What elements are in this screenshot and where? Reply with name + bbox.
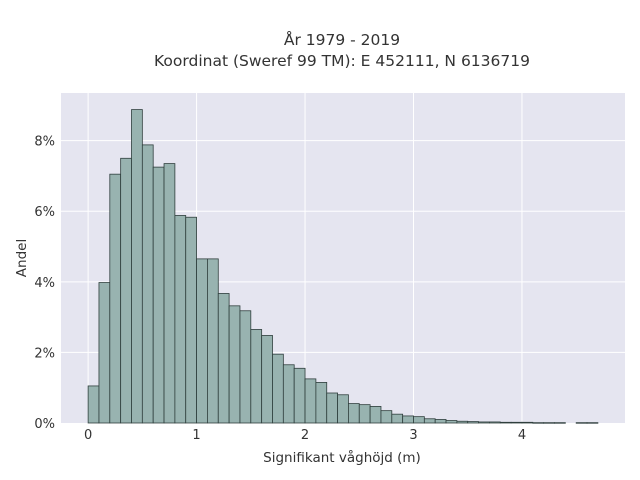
- histogram-bar: [141, 144, 154, 424]
- chart-title-line1: År 1979 - 2019: [284, 30, 400, 49]
- histogram-bar: [282, 364, 295, 424]
- histogram-bar: [272, 353, 284, 424]
- histogram-bar: [413, 416, 425, 424]
- histogram-bar: [217, 293, 230, 424]
- y-tick-label: 8%: [34, 135, 55, 150]
- y-tick-label: 6%: [34, 205, 55, 220]
- x-tick-label: 0: [84, 428, 92, 443]
- x-axis-title: Signifikant våghöjd (m): [263, 449, 421, 466]
- histogram-bar: [445, 420, 458, 424]
- histogram-bar: [120, 157, 132, 424]
- x-axis-ticks: 0 1 2 3 4: [84, 428, 526, 443]
- y-tick-label: 0%: [34, 417, 55, 432]
- histogram-bar: [196, 258, 208, 424]
- histogram-bar: [152, 166, 165, 424]
- histogram-bar: [228, 305, 241, 424]
- x-tick-label: 2: [301, 428, 309, 443]
- histogram-bar: [391, 413, 404, 424]
- histogram-bar: [337, 394, 349, 424]
- histogram-bar: [207, 258, 219, 424]
- histogram-bar: [326, 392, 338, 424]
- histogram-bar: [554, 422, 566, 424]
- histogram-bar: [109, 173, 122, 424]
- histogram-bar: [239, 310, 252, 424]
- histogram-bar: [456, 420, 469, 424]
- histogram-bar: [261, 335, 273, 424]
- histogram-bar: [315, 382, 328, 424]
- histogram-bar: [499, 421, 512, 424]
- histogram-bar: [489, 421, 501, 424]
- histogram-bar: [543, 422, 555, 424]
- histogram-bar: [510, 421, 523, 424]
- y-axis-title: Andel: [14, 239, 30, 277]
- histogram-bar: [478, 421, 490, 424]
- histogram-bar: [575, 422, 588, 424]
- histogram-bar: [380, 410, 393, 424]
- histogram-bar: [98, 282, 111, 424]
- y-tick-label: 2%: [34, 346, 55, 361]
- histogram-bar: [174, 215, 187, 424]
- x-tick-label: 3: [409, 428, 417, 443]
- histogram-bar: [586, 422, 599, 424]
- histogram-bar: [348, 403, 360, 424]
- histogram-bar: [402, 415, 414, 424]
- histogram-bar: [131, 109, 143, 424]
- histogram-bar: [250, 329, 263, 424]
- x-tick-label: 1: [192, 428, 200, 443]
- histogram-bar: [293, 367, 306, 424]
- histogram-bar: [163, 163, 176, 424]
- y-tick-label: 4%: [34, 276, 55, 291]
- histogram-bar: [87, 385, 100, 424]
- histogram-bar: [532, 422, 545, 424]
- histogram-bar: [423, 418, 436, 424]
- y-axis-ticks: 0% 2% 4% 6% 8%: [34, 135, 55, 432]
- chart-title-line2: Koordinat (Sweref 99 TM): E 452111, N 61…: [154, 52, 530, 70]
- histogram-bar: [185, 216, 197, 424]
- bars: [87, 109, 599, 424]
- histogram-bar: [521, 421, 534, 424]
- histogram-bar: [434, 419, 447, 424]
- histogram-bar: [369, 406, 382, 424]
- histogram-bar: [304, 378, 317, 424]
- histogram-bar: [467, 421, 479, 424]
- x-tick-label: 4: [518, 428, 526, 443]
- histogram-bar: [358, 404, 371, 424]
